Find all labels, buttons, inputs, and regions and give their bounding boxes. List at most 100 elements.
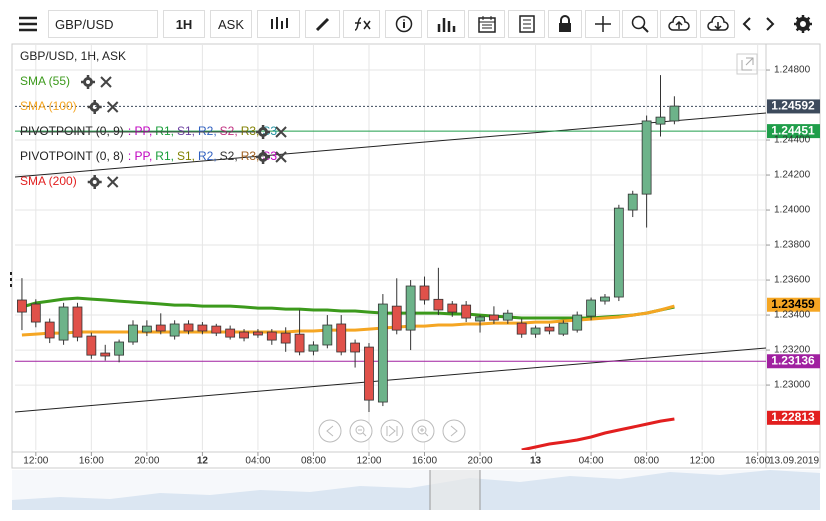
- settings-icon[interactable]: [258, 127, 269, 137]
- remove-icon[interactable]: [275, 151, 287, 163]
- candle-body: [30, 303, 41, 323]
- volume-button[interactable]: [427, 10, 465, 38]
- candle-body: [141, 325, 152, 333]
- settings-icon: [81, 75, 96, 89]
- navigator-area: [12, 470, 820, 510]
- candle-body: [461, 304, 472, 319]
- candle-body: [433, 298, 444, 311]
- candle-body: [253, 331, 263, 336]
- pivot-component: R2,: [198, 124, 217, 138]
- popout-icon: [741, 57, 754, 71]
- zoom-button[interactable]: [622, 10, 658, 38]
- candle-body: [613, 207, 624, 298]
- candle-body: [350, 342, 361, 353]
- legend-entry: SMA (100): [20, 99, 77, 113]
- candle-body: [377, 303, 388, 403]
- legend-entry: PIVOTPOINT (0, 9): PP, R1, S1, R2, S2, R3, S3: [20, 124, 277, 138]
- y-tick-label: 1.23000: [774, 380, 811, 391]
- remove-icon[interactable]: [106, 176, 119, 188]
- candle-body: [364, 346, 374, 401]
- candle-body: [266, 331, 277, 341]
- price-tag: [767, 124, 820, 139]
- lock-button[interactable]: [548, 10, 582, 38]
- x-tick-label: 08:00: [634, 456, 659, 467]
- candle-body: [600, 296, 610, 302]
- calendar-button[interactable]: [468, 10, 505, 38]
- y-tick-label: 1.24400: [774, 135, 811, 146]
- candle-body: [183, 323, 194, 332]
- menu-button[interactable]: [10, 10, 46, 38]
- candle-body: [502, 312, 513, 321]
- remove-icon[interactable]: [275, 126, 287, 138]
- y-tick-label: 1.23600: [774, 275, 811, 286]
- reset-button[interactable]: [380, 419, 404, 443]
- candle-body: [586, 299, 596, 317]
- prev-button[interactable]: [737, 10, 757, 38]
- candle-body: [572, 314, 583, 331]
- candle-body: [239, 331, 249, 339]
- candle-body: [544, 326, 555, 332]
- candle-body: [530, 327, 541, 335]
- settings-button[interactable]: [790, 10, 816, 38]
- y-tick-label: 1.23400: [774, 310, 811, 321]
- candle-body: [475, 316, 485, 322]
- scroll-right-button[interactable]: [442, 419, 466, 443]
- price-tag-label: 1.24451: [771, 123, 815, 137]
- zoom-out-button[interactable]: [349, 419, 373, 443]
- news-button[interactable]: [508, 10, 545, 38]
- x-tick-label: 16:00: [412, 456, 437, 467]
- candle-body: [669, 105, 680, 122]
- info-button[interactable]: [385, 10, 422, 38]
- navigator-window[interactable]: [430, 470, 480, 510]
- pivot-component: R1,: [155, 124, 174, 138]
- x-tick-label: 12:00: [23, 456, 48, 467]
- remove-icon[interactable]: [100, 76, 112, 88]
- price-tag: [767, 297, 820, 312]
- crosshair-button[interactable]: [585, 10, 620, 38]
- candle-body: [489, 314, 499, 321]
- price-tag: [767, 410, 820, 425]
- side-select[interactable]: ASK: [210, 10, 252, 38]
- candle-body: [100, 352, 111, 357]
- settings-icon[interactable]: [83, 77, 94, 87]
- download-button[interactable]: [700, 10, 735, 38]
- x-tick-label: 13: [530, 456, 542, 467]
- remove-icon[interactable]: [106, 101, 119, 113]
- candle-body: [225, 328, 236, 338]
- sma-line: [21, 304, 675, 337]
- pivot-component: S1,: [177, 149, 195, 163]
- settings-icon: [87, 175, 102, 189]
- settings-icon[interactable]: [89, 102, 100, 112]
- candle-body: [641, 120, 652, 195]
- popout-button[interactable]: [736, 53, 758, 75]
- pivot-component: R3,: [241, 149, 260, 163]
- x-tick-label: 12: [197, 456, 209, 467]
- candle-body: [128, 324, 138, 343]
- candle-body: [58, 306, 69, 341]
- y-tick-label: 1.24200: [774, 170, 811, 181]
- chart-type-button[interactable]: [257, 10, 300, 38]
- pivot-component: R1,: [155, 149, 174, 163]
- timeframe-select[interactable]: 1H: [163, 10, 205, 38]
- draw-button[interactable]: [305, 10, 340, 38]
- symbol-select[interactable]: GBP/USD: [48, 10, 158, 38]
- candle-body: [169, 323, 180, 337]
- indicator-button[interactable]: [343, 10, 380, 38]
- settings-icon[interactable]: [258, 152, 269, 162]
- zoom-in-button[interactable]: [411, 419, 435, 443]
- price-tag: [767, 354, 820, 369]
- pivot-component: S2,: [220, 124, 238, 138]
- navigator-bg: [12, 470, 820, 510]
- legend-title: GBP/USD, 1H, ASK: [20, 49, 126, 63]
- next-button[interactable]: [760, 10, 780, 38]
- sma-line: [21, 296, 675, 320]
- settings-icon[interactable]: [89, 177, 100, 187]
- scroll-left-button[interactable]: [318, 419, 342, 443]
- candle-body: [72, 306, 83, 338]
- upload-button[interactable]: [660, 10, 697, 38]
- settings-icon: [256, 125, 271, 139]
- navigator: [12, 470, 820, 510]
- x-tick-label: 08:00: [301, 456, 326, 467]
- candle-body: [627, 193, 638, 211]
